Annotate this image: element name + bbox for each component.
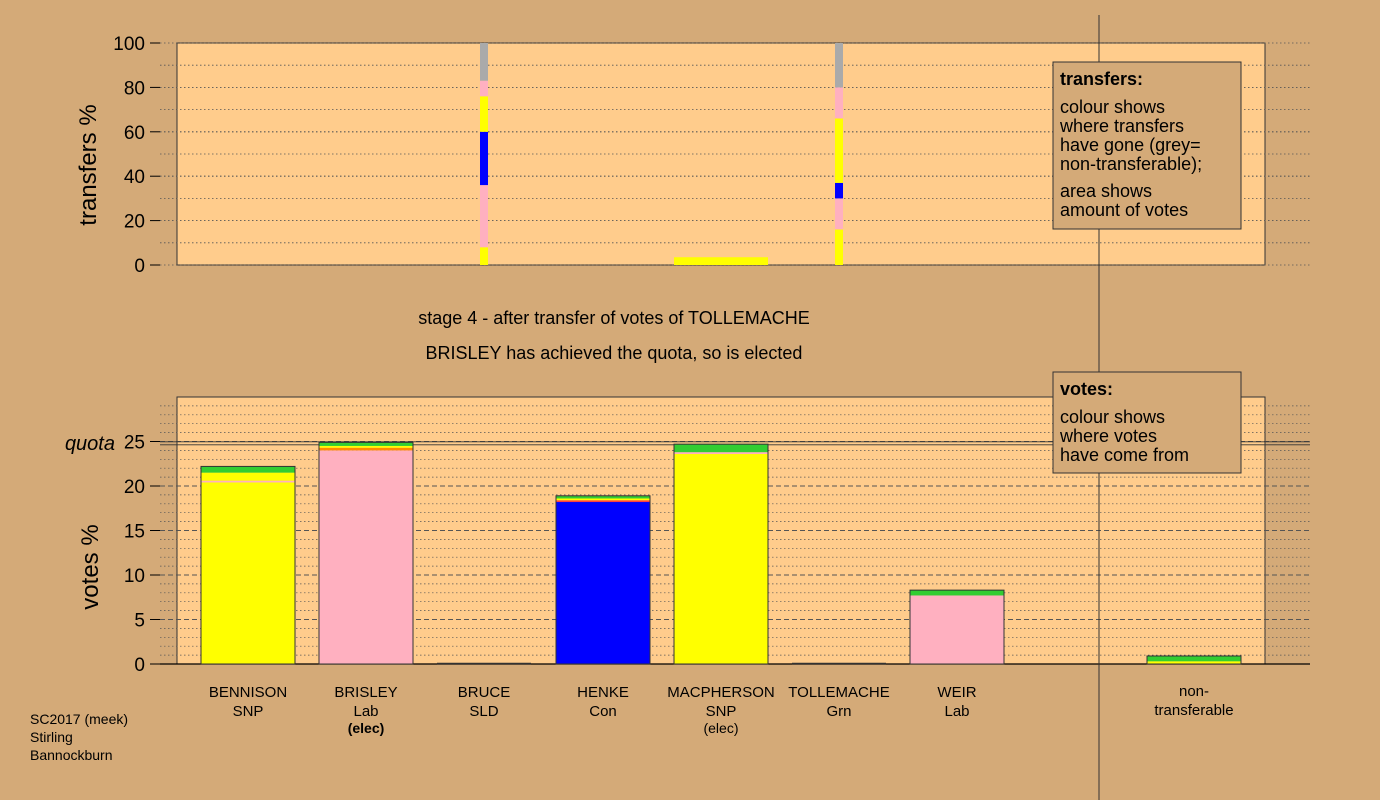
vote-bar-segment [201, 482, 295, 664]
y-tick-label: 15 [124, 522, 145, 543]
y-tick-label: 0 [134, 655, 145, 676]
vote-bar-segment [674, 452, 768, 454]
transfer-stripe-segment [480, 247, 488, 265]
candidate-status: (elec) [348, 720, 385, 736]
vote-bar-segment [910, 595, 1004, 664]
transfers-legend-line: colour shows [1060, 97, 1165, 117]
footer-line: Stirling [30, 729, 73, 745]
vote-bar-segment [319, 447, 413, 451]
candidate-party: Lab [944, 703, 969, 720]
y-tick-label: 25 [124, 433, 145, 454]
vote-bar-segment [674, 453, 768, 664]
candidate-name: HENKE [577, 684, 629, 701]
vote-bar-outline [673, 443, 769, 665]
vote-bar-segment [556, 500, 650, 503]
candidate-party: SLD [469, 703, 498, 720]
y-tick-label: 80 [124, 78, 145, 99]
transfer-stripe-segment [835, 43, 843, 88]
transfer-stripe-segment [480, 185, 488, 248]
vote-bar-outline [555, 495, 651, 665]
transfers-y-ticks: 0 20 40 60 80 100 [113, 34, 160, 277]
vote-bar-segment [201, 466, 295, 473]
votes-legend: votes: colour shows where votes have com… [1052, 371, 1242, 474]
votes-legend-line: colour shows [1060, 407, 1165, 427]
transfer-stripe-segment [480, 96, 488, 132]
y-tick-label: 5 [134, 611, 145, 632]
transfers-legend-line: amount of votes [1060, 200, 1188, 220]
votes-y-axis-label: votes % [77, 524, 104, 609]
footer-line: Bannockburn [30, 747, 113, 763]
vote-bar-segment [556, 502, 650, 664]
transfer-stripe-segment [835, 229, 843, 265]
quota-label: quota [65, 433, 115, 455]
transfers-legend-line: non-transferable); [1060, 154, 1202, 174]
transfer-stripe-segment [480, 131, 488, 186]
vote-bar-segment [1147, 655, 1241, 662]
transfers-legend-title: transfers: [1060, 69, 1143, 89]
votes-marks [200, 441, 1242, 665]
transfers-legend-line: have gone (grey= [1060, 135, 1201, 155]
vote-bar-segment [201, 472, 295, 481]
stage-subtitle: BRISLEY has achieved the quota, so is el… [426, 343, 803, 363]
transfer-stripe-segment [835, 198, 843, 230]
votes-legend-title: votes: [1060, 379, 1113, 399]
y-tick-label: 20 [124, 477, 145, 498]
vote-bar-segment [556, 495, 650, 499]
candidate-party: SNP [233, 703, 264, 720]
transfers-legend-box [1052, 61, 1242, 230]
vote-bar-segment [319, 450, 413, 664]
y-tick-label: 100 [113, 34, 145, 55]
vote-bar-segment [319, 442, 413, 446]
candidate-labels: BENNISONSNPBRISLEYLab(elec)BRUCESLDHENKE… [209, 683, 1234, 736]
candidate-name: WEIR [937, 684, 976, 701]
vote-bar-segment [674, 444, 768, 453]
nontransferable-label: transferable [1154, 702, 1233, 719]
vote-bar-segment [319, 445, 413, 448]
footer-line: SC2017 (meek) [30, 711, 128, 727]
candidate-party: Lab [353, 703, 378, 720]
candidate-name: BENNISON [209, 684, 287, 701]
y-tick-label: 0 [134, 256, 145, 277]
transfers-legend-line: area shows [1060, 181, 1152, 201]
vote-bar-segment [201, 480, 295, 483]
y-tick-label: 20 [124, 212, 145, 233]
vote-bar-segment [556, 498, 650, 501]
transfers-marks [480, 43, 843, 265]
footer: SC2017 (meek) Stirling Bannockburn [30, 711, 128, 763]
candidate-name: BRUCE [458, 684, 511, 701]
vote-bar-segment [910, 590, 1004, 596]
vote-bar-outline [318, 441, 414, 665]
y-tick-label: 10 [124, 566, 145, 587]
transfer-area-bar [674, 257, 768, 265]
nontransferable-label: non- [1179, 683, 1209, 700]
transfer-stripe-segment [835, 118, 843, 183]
vote-bar-outline [909, 589, 1005, 665]
votes-legend-box [1052, 371, 1242, 474]
transfers-legend-line: where transfers [1059, 116, 1184, 136]
vote-bar-outline [1146, 655, 1242, 665]
stage-title: stage 4 - after transfer of votes of TOL… [418, 308, 810, 328]
y-tick-label: 60 [124, 123, 145, 144]
votes-legend-line: where votes [1059, 426, 1157, 446]
transfers-y-axis-label: transfers % [75, 104, 102, 225]
votes-y-ticks: 0 5 10 15 20 25 [124, 433, 160, 676]
transfer-stripe-segment [480, 80, 488, 97]
candidate-party: Con [589, 703, 617, 720]
candidate-name: BRISLEY [334, 684, 397, 701]
transfer-stripe-segment [835, 87, 843, 119]
transfers-legend: transfers: colour shows where transfers … [1052, 61, 1242, 230]
transfer-stripe-segment [835, 182, 843, 199]
transfer-stripe-segment [480, 43, 488, 81]
candidate-name: MACPHERSON [667, 684, 775, 701]
candidate-name: TOLLEMACHE [788, 684, 889, 701]
candidate-status: (elec) [703, 720, 738, 736]
vote-bar-outline [200, 465, 296, 665]
candidate-party: SNP [706, 703, 737, 720]
vote-bar-segment [1147, 661, 1241, 664]
votes-legend-line: have come from [1060, 445, 1189, 465]
y-tick-label: 40 [124, 167, 145, 188]
candidate-party: Grn [826, 703, 851, 720]
